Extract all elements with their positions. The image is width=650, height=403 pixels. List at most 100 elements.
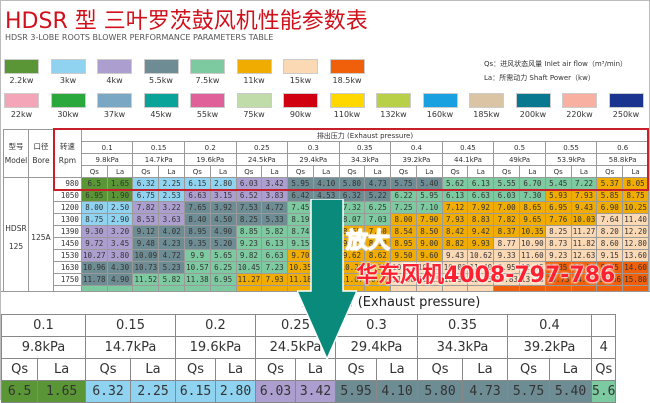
- qs-cell: 5.80: [338, 177, 366, 190]
- la-cell: 5.22: [364, 189, 392, 202]
- qs-cell: 6.52: [235, 189, 263, 202]
- legend-label: 30kw: [57, 110, 79, 119]
- la-cell: 5.82: [261, 225, 289, 238]
- qs-header: Qs: [441, 165, 469, 178]
- la-cell: 10.62: [467, 249, 495, 262]
- la-cell: 7.60: [364, 225, 392, 238]
- la-header: La: [261, 165, 289, 178]
- la-cell: 1.65: [106, 177, 134, 190]
- legend-label: 7.5kw: [195, 76, 220, 85]
- rpm-cell: 1390: [52, 225, 82, 238]
- zoomed-qs-cell: 6.32: [85, 380, 131, 403]
- legend-label: 220kw: [566, 110, 593, 119]
- qs-cell: 5.75: [390, 177, 417, 190]
- zoomed-la-header: La: [130, 358, 176, 381]
- la-cell: 11.40: [622, 213, 649, 226]
- qs-cell: 5.37: [596, 177, 624, 190]
- table-row: 1450 9.72 3.45 9.48 4.23 9.35 5.20 9.23 6.13 9.15…: [4, 237, 649, 250]
- qs-cell: 11.78: [80, 273, 108, 286]
- zoomed-la-header: La: [215, 358, 256, 381]
- legend-swatch: [143, 93, 179, 108]
- zoomed-la-header: La: [37, 358, 86, 381]
- qs-cell: 10.96: [80, 261, 108, 274]
- qs-cell: 9.82: [235, 249, 263, 262]
- zoomed-qs-cell: 6.03: [255, 380, 296, 403]
- pressure-header: 0.15: [132, 141, 185, 154]
- zoomed-kpa-header-partial: 4: [590, 336, 617, 359]
- legend-swatch: [97, 59, 132, 74]
- qs-cell: 8.54: [390, 225, 417, 238]
- legend-swatch: [515, 93, 551, 108]
- la-header: La: [622, 165, 649, 178]
- la-cell: 5.82: [158, 273, 185, 286]
- zoomed-pressure-header: 0.1: [1, 314, 86, 337]
- la-cell: 3.20: [106, 225, 134, 238]
- legend-label: 22kw: [10, 110, 33, 119]
- qs-cell: 9.85: [544, 261, 572, 274]
- qs-cell: 7.32: [338, 201, 366, 214]
- legend-swatch: [236, 93, 272, 108]
- la-cell: 4.53: [312, 189, 340, 202]
- kpa-header: 19.6kPa: [183, 153, 237, 166]
- page-title: HDSR 型 三叶罗茨鼓风机性能参数表: [5, 9, 368, 34]
- zoomed-qs-cell: 6.15: [175, 380, 216, 403]
- zoomed-qs-header-partial: Qs: [590, 358, 617, 381]
- la-cell: 4.90: [106, 273, 134, 286]
- la-cell: 10.35: [519, 225, 546, 238]
- qs-cell: 9.95: [493, 261, 521, 274]
- pressure-header: 0.1: [80, 141, 134, 154]
- zoomed-la-header: La: [376, 358, 418, 381]
- qs-cell: 5.93: [544, 189, 572, 202]
- rpm-header: 转速 Rpm: [52, 129, 82, 178]
- zoom-overlay-text: 放大: [345, 229, 391, 255]
- zoomed-pressure-header: 0.15: [85, 314, 176, 337]
- header-row-qs-la: Qs La Qs La Qs La Qs La Qs La Qs La Qs La Qs La Qs La Qs La…: [4, 165, 649, 178]
- qs-cell: 6.63: [183, 189, 211, 202]
- legend-swatch: [329, 59, 365, 74]
- la-cell: 7.10: [415, 201, 443, 214]
- qs-cell: 7.82: [132, 201, 160, 214]
- la-cell: 12.80: [622, 237, 649, 250]
- qs-cell: 8.60: [596, 237, 624, 250]
- zoomed-kpa-header: 39.2kPa: [507, 336, 592, 359]
- zoomed-kpa-header: 9.8kPa: [1, 336, 86, 359]
- la-cell: 4.73: [364, 177, 392, 190]
- la-header: La: [467, 165, 495, 178]
- la-cell: 6.25: [209, 261, 237, 274]
- la-cell: 15.80: [622, 273, 649, 286]
- legend-label: 2.2kw: [9, 76, 34, 85]
- la-header: La: [106, 165, 134, 178]
- zoomed-data-row: 6.5 1.65 6.32 2.25 6.15 2.80 6.03 3.42 5.95 4.10 5…: [0, 380, 617, 403]
- qs-cell: 7.64: [596, 213, 624, 226]
- qs-cell: 7.25: [390, 201, 417, 214]
- la-cell: 6.70: [519, 177, 546, 190]
- qs-cell: 8.19: [287, 213, 314, 226]
- la-header: La: [364, 165, 392, 178]
- zoomed-pressure-header: 0.3: [335, 314, 418, 337]
- kpa-header: 53.9kPa: [544, 153, 598, 166]
- rpm-cell: 1530: [52, 249, 82, 262]
- qs-cell: 8.37: [493, 225, 521, 238]
- la-cell: 8.25: [312, 261, 340, 274]
- qs-cell: 11.27: [235, 273, 263, 286]
- table-row: 1200 8.00 2.50 7.82 3.22 7.65 3.92 7.53 4.72 7.45…: [4, 201, 649, 214]
- hotline-overlay-text: 华东风机4008-797-786: [356, 263, 616, 288]
- qs-cell: 9.30: [80, 225, 108, 238]
- la-cell: 9.60: [415, 249, 443, 262]
- legend-swatch: [329, 93, 365, 108]
- rpm-cell: 1200: [52, 201, 82, 214]
- qs-header: Qs: [390, 165, 417, 178]
- la-cell: 12.20: [622, 225, 649, 238]
- qs-cell: 8.42: [441, 225, 469, 238]
- la-cell: 8.10: [364, 237, 392, 250]
- qs-cell: 10.45: [235, 261, 263, 274]
- zoomed-pressure-header-partial: [590, 314, 617, 337]
- zoomed-kpa-header: 29.4kPa: [335, 336, 418, 359]
- la-cell: 8.75: [622, 189, 649, 202]
- la-note: La：所需动力 Shaft Power（kw）: [484, 74, 595, 82]
- la-cell: 9.00: [312, 273, 340, 286]
- zoomed-qs-la-row: Qs La Qs La Qs La Qs La Qs La Qs La Qs La Qs: [0, 358, 617, 381]
- pressure-header: 0.55: [544, 141, 598, 154]
- la-cell: 6.70: [312, 225, 340, 238]
- la-cell: 6.95: [209, 273, 237, 286]
